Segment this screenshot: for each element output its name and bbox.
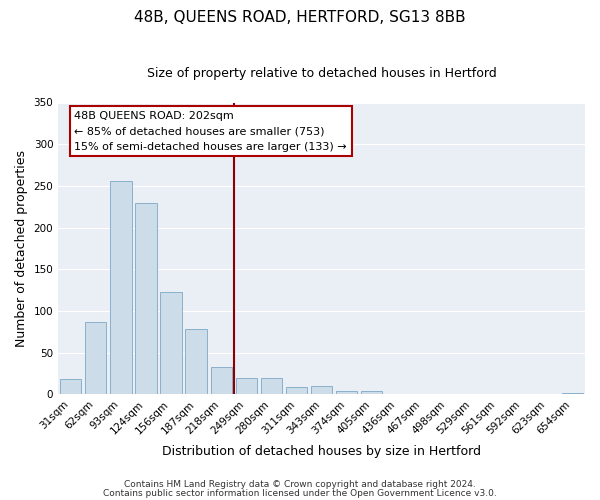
Bar [60,378,82,394]
Bar [562,393,583,394]
Bar [136,202,157,394]
Bar [110,181,131,394]
Bar [236,378,257,394]
Text: 48B, QUEENS ROAD, HERTFORD, SG13 8BB: 48B, QUEENS ROAD, HERTFORD, SG13 8BB [134,10,466,25]
Text: 48B QUEENS ROAD: 202sqm
← 85% of detached houses are smaller (753)
15% of semi-d: 48B QUEENS ROAD: 202sqm ← 85% of detache… [74,111,347,152]
Bar [261,378,282,394]
Bar [211,367,232,394]
Bar [85,322,106,394]
Title: Size of property relative to detached houses in Hertford: Size of property relative to detached ho… [147,68,496,80]
Bar [185,330,207,394]
Bar [336,391,358,394]
Y-axis label: Number of detached properties: Number of detached properties [15,150,28,347]
X-axis label: Distribution of detached houses by size in Hertford: Distribution of detached houses by size … [162,444,481,458]
Bar [361,391,382,394]
Text: Contains HM Land Registry data © Crown copyright and database right 2024.: Contains HM Land Registry data © Crown c… [124,480,476,489]
Text: Contains public sector information licensed under the Open Government Licence v3: Contains public sector information licen… [103,489,497,498]
Bar [160,292,182,394]
Bar [311,386,332,394]
Bar [286,387,307,394]
